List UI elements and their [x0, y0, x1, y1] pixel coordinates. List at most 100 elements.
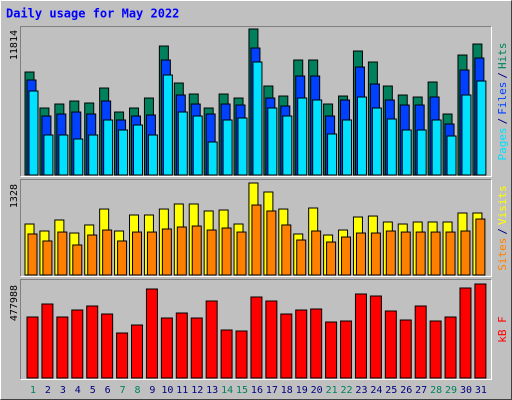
bar — [386, 118, 397, 176]
bar — [41, 303, 54, 379]
x-tick-label: 11 — [176, 385, 188, 396]
bar — [459, 287, 472, 379]
bar — [131, 324, 144, 379]
bar — [103, 119, 114, 176]
x-tick-label: 9 — [149, 385, 155, 396]
bar — [192, 115, 203, 176]
bar — [475, 218, 486, 276]
bar — [26, 316, 39, 379]
bar — [431, 119, 442, 176]
x-tick-label: 4 — [75, 385, 81, 396]
bar — [221, 227, 232, 276]
x-tick-label: 7 — [120, 385, 126, 396]
bar — [460, 230, 471, 276]
bar — [72, 244, 83, 276]
bar — [295, 309, 308, 379]
bar — [117, 240, 128, 276]
bar — [369, 295, 382, 379]
bar — [281, 224, 292, 276]
bar — [160, 317, 173, 379]
bar — [146, 231, 157, 276]
y-tick-label: 1328 — [9, 184, 20, 208]
x-tick-label: 15 — [236, 385, 248, 396]
legend-entry: Visits — [496, 185, 509, 225]
x-tick-label: 19 — [296, 385, 308, 396]
legend-entry: Sites — [496, 238, 509, 271]
plot-frame-dark — [20, 26, 492, 177]
bar — [191, 225, 202, 276]
bar — [118, 129, 129, 176]
bar — [384, 310, 397, 379]
bar — [252, 61, 263, 176]
bar — [102, 229, 113, 276]
bar — [88, 134, 99, 176]
x-tick-label: 18 — [281, 385, 293, 396]
x-tick-label: 26 — [400, 385, 412, 396]
bar — [341, 236, 352, 276]
bar — [400, 231, 411, 276]
legend-entry: Pages — [496, 127, 509, 160]
bar — [297, 97, 308, 176]
bar — [414, 305, 427, 379]
bar — [474, 283, 487, 379]
plot-frame-dark — [20, 279, 492, 380]
bar — [57, 231, 68, 276]
x-tick-label: 13 — [206, 385, 218, 396]
x-tick-label: 2 — [45, 385, 51, 396]
bar — [399, 319, 412, 379]
bar — [56, 316, 69, 379]
bar — [429, 320, 442, 379]
bar — [446, 135, 457, 176]
bar — [237, 117, 248, 176]
y-tick-label: 477988 — [9, 285, 20, 321]
bar — [43, 134, 54, 176]
bar — [415, 231, 426, 276]
legend-separator: / — [496, 118, 509, 125]
legend: Pages / Files / Hits — [496, 43, 509, 161]
bar — [355, 232, 366, 276]
bar — [190, 317, 203, 379]
legend-entry: Hits — [496, 43, 509, 70]
bar — [145, 288, 158, 379]
x-tick-label: 14 — [221, 385, 233, 396]
bar — [42, 240, 53, 276]
bar — [133, 124, 144, 176]
legend-entry: kB F — [496, 316, 509, 343]
legend-separator: / — [496, 228, 509, 235]
bar — [326, 241, 337, 276]
bar — [476, 80, 487, 176]
x-tick-label: 6 — [105, 385, 111, 396]
bar — [251, 204, 262, 276]
bar — [162, 74, 173, 176]
legend-separator: / — [496, 72, 509, 79]
bar — [27, 233, 38, 276]
x-tick-label: 3 — [60, 385, 66, 396]
bar — [250, 296, 263, 379]
bar — [280, 313, 293, 379]
x-tick-label: 24 — [370, 385, 382, 396]
bar — [325, 321, 338, 379]
x-tick-label: 20 — [311, 385, 323, 396]
bar — [265, 300, 278, 379]
x-tick-label: 23 — [355, 385, 367, 396]
x-tick-label: 21 — [326, 385, 338, 396]
bar — [340, 320, 353, 379]
bar — [296, 239, 307, 276]
bar — [58, 134, 69, 176]
bar — [370, 232, 381, 276]
plot-frame-light — [20, 26, 492, 177]
x-tick-label: 22 — [341, 385, 353, 396]
plot-frame-light — [20, 279, 492, 380]
y-tick-label: 11814 — [9, 30, 20, 60]
x-tick-label: 28 — [430, 385, 442, 396]
bar — [101, 313, 114, 379]
bar — [445, 231, 456, 276]
bar — [71, 309, 84, 379]
bar — [28, 90, 39, 176]
legend: Sites / Visits — [496, 185, 509, 271]
x-tick-label: 5 — [90, 385, 96, 396]
bar — [73, 138, 84, 176]
bar — [430, 231, 441, 276]
